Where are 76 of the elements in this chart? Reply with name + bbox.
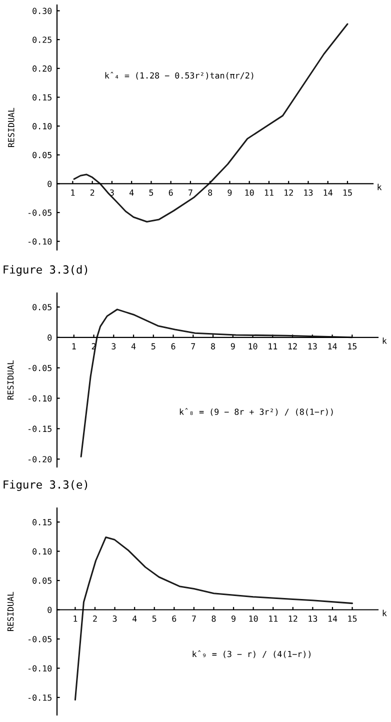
x-tick-label: 7 [192, 616, 196, 622]
y-tick-label: 0.10 [32, 123, 52, 130]
x-tick-label: 1 [74, 616, 78, 622]
x-tick-label: 14 [324, 190, 332, 196]
y-tick-label: 0 [48, 334, 52, 341]
x-tick-label: 3 [112, 615, 117, 622]
y-tick-label: 0.30 [32, 8, 52, 14]
x-tick-label: 4 [129, 190, 134, 196]
x-axis-title: k [382, 337, 387, 344]
y-axis-title: RESIDUAL [7, 592, 14, 631]
x-tick-label: 4 [132, 616, 137, 622]
annotation: k̂₄ = (1.28 − 0.53r²)tan(πr/2) [105, 72, 254, 80]
y-tick-label: -0.15 [28, 694, 52, 701]
x-tick-label: 2 [93, 615, 97, 622]
y-tick-label: 0.15 [32, 94, 52, 101]
annotation: k̂₈ = (9 − 8r + 3r²) / (8(1−r)) [180, 408, 333, 416]
y-tick-label: -0.05 [28, 210, 52, 216]
x-tick-label: 10 [249, 615, 258, 622]
x-tick-label: 3 [112, 343, 116, 350]
y-axis-title: RESIDUAL [7, 360, 14, 400]
x-tick-label: 9 [232, 615, 236, 622]
y-tick-label: 0.25 [32, 36, 52, 43]
y-tick-label: -0.10 [28, 665, 52, 672]
x-tick-label: 8 [211, 343, 216, 350]
x-tick-label: 8 [208, 189, 212, 196]
x-axis-title: k [382, 610, 387, 616]
x-tick-label: 15 [343, 190, 352, 196]
x-tick-label: 13 [308, 615, 318, 622]
y-axis-title: RESIDUAL [8, 108, 14, 147]
x-tick-label: 8 [212, 615, 216, 622]
x-axis-title: k [378, 184, 382, 190]
x-tick-label: 5 [151, 343, 156, 350]
x-tick-label: 7 [191, 343, 196, 350]
x-tick-label: 6 [171, 343, 176, 350]
x-tick-label: 6 [168, 189, 173, 196]
x-tick-label: 1 [71, 190, 75, 196]
annotation: k̂₉ = (3 − r) / (4(1−r)) [192, 650, 310, 658]
y-tick-label: 0.05 [32, 578, 52, 584]
x-tick-label: 11 [264, 190, 274, 196]
x-tick-label: 12 [288, 615, 298, 622]
x-tick-label: 1 [72, 343, 76, 350]
x-tick-label: 6 [172, 615, 176, 622]
x-tick-label: 2 [90, 189, 94, 196]
chart-title: Figure 3.3(e) [4, 480, 88, 491]
y-tick-label: 0 [48, 606, 52, 614]
x-tick-label: 15 [348, 616, 357, 622]
x-tick-label: 5 [149, 190, 154, 196]
x-tick-label: 14 [328, 343, 337, 350]
y-tick-label: -0.10 [28, 238, 52, 245]
x-tick-label: 11 [269, 616, 278, 622]
y-tick-label: -0.05 [28, 636, 52, 642]
x-tick-label: 13 [304, 189, 313, 196]
y-tick-label: 0.10 [32, 548, 52, 555]
y-tick-label: -0.15 [28, 426, 52, 432]
chart-title: Figure 3.3(d) [4, 265, 88, 276]
y-tick-label: 0 [48, 180, 52, 188]
y-tick-label: -0.20 [28, 456, 52, 462]
x-tick-label: 12 [288, 343, 297, 350]
y-tick-label: 0.05 [32, 304, 52, 310]
y-tick-label: -0.10 [28, 395, 52, 402]
y-tick-label: 0.05 [32, 152, 52, 158]
x-tick-label: 13 [308, 343, 317, 350]
y-tick-label: 0.15 [32, 519, 52, 526]
y-tick-label: -0.05 [28, 364, 52, 372]
x-tick-label: 9 [230, 343, 235, 350]
y-tick-label: 0.20 [32, 65, 52, 72]
x-tick-label: 9 [228, 189, 232, 196]
x-tick-label: 10 [245, 189, 254, 196]
x-tick-label: 15 [348, 343, 357, 350]
x-tick-label: 5 [152, 616, 156, 622]
x-tick-label: 10 [248, 343, 258, 350]
x-tick-label: 4 [131, 343, 136, 350]
x-tick-label: 7 [188, 190, 192, 196]
x-tick-label: 14 [328, 616, 338, 622]
x-tick-label: 12 [284, 189, 293, 196]
x-tick-label: 11 [268, 343, 278, 350]
